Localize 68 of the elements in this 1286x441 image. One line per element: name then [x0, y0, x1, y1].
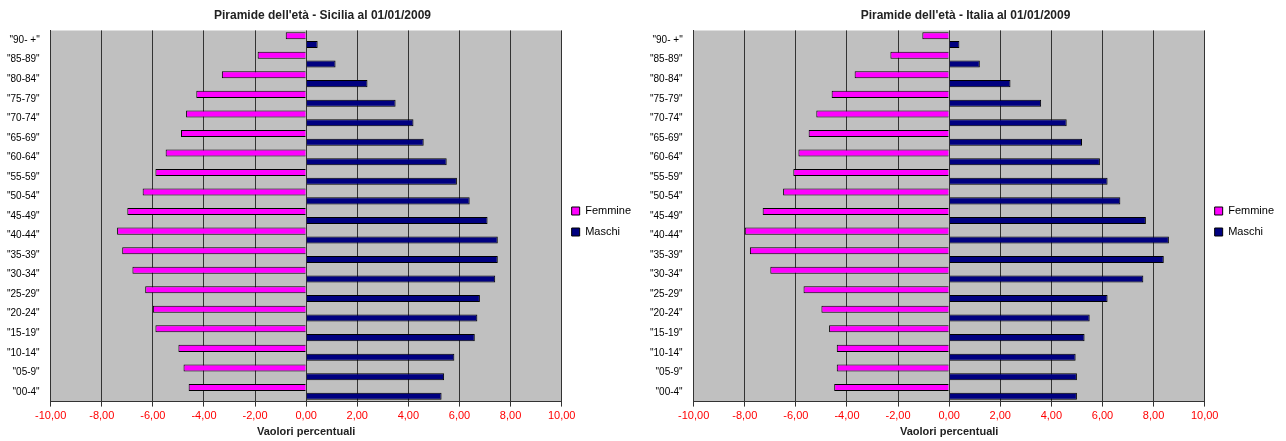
x-tick-label: 8,00 [499, 409, 522, 422]
y-tick-label: "10-14" [6, 346, 41, 358]
y-tick-label: "65-69" [6, 131, 41, 143]
x-tick-label: -8,00 [89, 409, 115, 422]
x-tick-label: -6,00 [140, 409, 166, 422]
y-tick-label: "70-74" [649, 112, 684, 124]
y-tick-label: "55-59" [649, 170, 684, 182]
y-tick-label: "40-44" [649, 229, 684, 241]
y-tick-label: "35-39" [649, 248, 684, 260]
x-tick-label: 6,00 [1091, 409, 1114, 422]
x-tick-label: 6,00 [448, 409, 471, 422]
y-tick-label: "20-24" [649, 307, 684, 319]
y-tick-label: "00-4" [12, 385, 41, 397]
y-tick-label: "05-9" [655, 366, 684, 378]
legend-label: Femmine [1228, 204, 1274, 217]
y-tick-label: "15-19" [6, 326, 41, 338]
x-tick-label: -6,00 [783, 409, 809, 422]
legend-label: Maschi [585, 225, 620, 238]
y-tick-label: "25-29" [6, 287, 41, 299]
y-tick-label: "35-39" [6, 248, 41, 260]
y-tick-label: "80-84" [6, 72, 41, 84]
y-tick-label: "45-49" [6, 209, 41, 221]
x-tick-label: -2,00 [242, 409, 268, 422]
y-tick-label: "85-89" [6, 53, 41, 65]
x-tick-label: -4,00 [191, 409, 217, 422]
y-tick-label: "50-54" [649, 190, 684, 202]
y-tick-label: "45-49" [649, 209, 684, 221]
y-tick-label: "60-64" [6, 151, 41, 163]
x-tick-label: -4,00 [834, 409, 860, 422]
y-tick-label: "20-24" [6, 307, 41, 319]
y-tick-label: "75-79" [6, 92, 41, 104]
x-tick-label: -2,00 [885, 409, 911, 422]
x-tick-label: 8,00 [1142, 409, 1165, 422]
legend-label: Femmine [585, 204, 631, 217]
y-tick-label: "85-89" [649, 53, 684, 65]
y-tick-label: "65-69" [649, 131, 684, 143]
x-tick-label: -10,00 [35, 409, 67, 422]
x-axis-title: Vaolori percentuali [256, 425, 356, 438]
y-tick-label: "15-19" [649, 326, 684, 338]
x-tick-label: 2,00 [346, 409, 368, 422]
x-tick-label: -10,00 [678, 409, 710, 422]
y-tick-label: "90- +" [652, 33, 684, 45]
y-tick-label: "75-79" [649, 92, 684, 104]
x-tick-label: 2,00 [989, 409, 1011, 422]
x-tick-label: 0,00 [938, 409, 960, 422]
y-tick-label: "50-54" [6, 190, 41, 202]
y-tick-label: "30-34" [6, 268, 41, 280]
x-tick-label: -8,00 [732, 409, 758, 422]
legend-label: Maschi [1228, 225, 1263, 238]
y-tick-label: "55-59" [6, 170, 41, 182]
x-tick-label: 0,00 [295, 409, 317, 422]
y-tick-label: "80-84" [649, 72, 684, 84]
y-tick-label: "70-74" [6, 112, 41, 124]
y-tick-label: "40-44" [6, 229, 41, 241]
y-tick-label: "60-64" [649, 151, 684, 163]
x-axis-title: Vaolori percentuali [899, 425, 999, 438]
y-tick-label: "30-34" [649, 268, 684, 280]
x-tick-label: 10,00 [547, 409, 576, 422]
x-tick-label: 4,00 [1040, 409, 1063, 422]
y-tick-label: "00-4" [655, 385, 684, 397]
x-tick-label: 10,00 [1190, 409, 1219, 422]
chart-title: Piramide dell'età - Italia al 01/01/2009 [860, 7, 1071, 22]
y-tick-label: "25-29" [649, 287, 684, 299]
chart-title: Piramide dell'età - Sicilia al 01/01/2009 [214, 7, 432, 22]
y-tick-label: "05-9" [12, 366, 41, 378]
x-tick-label: 4,00 [397, 409, 420, 422]
y-tick-label: "90- +" [9, 33, 41, 45]
y-tick-label: "10-14" [649, 346, 684, 358]
